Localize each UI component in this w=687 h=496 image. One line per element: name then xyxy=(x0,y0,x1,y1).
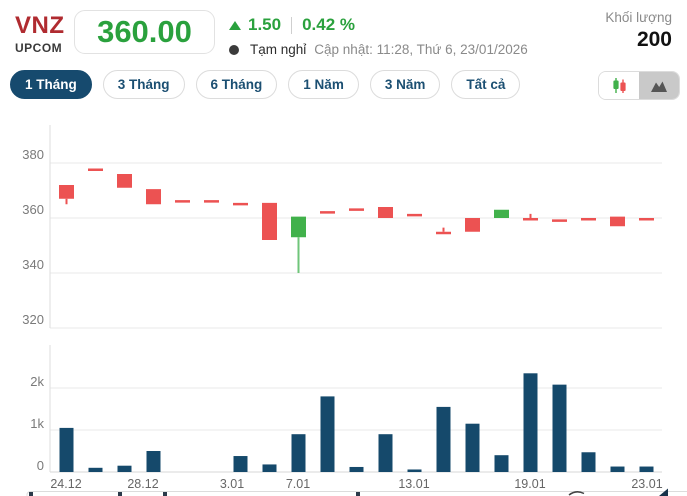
divider xyxy=(291,16,293,34)
period-tabs: 1 Tháng 3 Tháng 6 Tháng 1 Năm 3 Năm Tất … xyxy=(10,70,521,99)
svg-text:360: 360 xyxy=(22,202,44,217)
svg-text:24.12: 24.12 xyxy=(50,477,81,491)
svg-text:0: 0 xyxy=(37,458,44,473)
arrow-up-icon xyxy=(229,20,241,30)
change-row: 1.50 0.42 % xyxy=(229,15,355,35)
svg-text:23.01: 23.01 xyxy=(631,477,662,491)
ticker-symbol: VNZ xyxy=(15,12,65,39)
tab-6-months[interactable]: 6 Tháng xyxy=(195,70,278,99)
price-change: 1.50 xyxy=(248,15,282,34)
chart-area[interactable]: 380 360 340 320 2k 1k 0 24.12 28.12 3.01 7.01 13.01… xyxy=(0,100,687,496)
svg-text:19.01: 19.01 xyxy=(514,477,545,491)
current-price-box: 360.00 xyxy=(74,10,215,54)
price-change-percent: 0.42 % xyxy=(302,15,356,34)
tab-3-months[interactable]: 3 Tháng xyxy=(102,70,185,99)
volume-value: 200 xyxy=(636,28,672,51)
tab-1-month[interactable]: 1 Tháng xyxy=(10,70,92,99)
svg-text:28.12: 28.12 xyxy=(127,477,158,491)
area-chart-button[interactable] xyxy=(639,72,679,99)
candlestick-icon xyxy=(612,78,626,93)
svg-text:320: 320 xyxy=(22,312,44,327)
svg-text:340: 340 xyxy=(22,257,44,272)
current-price: 360.00 xyxy=(97,14,192,49)
last-updated: Cập nhật: 11:28, Thứ 6, 23/01/2026 xyxy=(314,42,528,57)
header: VNZ UPCOM 360.00 1.50 0.42 % Tạm nghỉ Cậ… xyxy=(0,8,687,64)
svg-text:7.01: 7.01 xyxy=(286,477,310,491)
svg-text:380: 380 xyxy=(22,147,44,162)
tab-3-years[interactable]: 3 Năm xyxy=(369,70,441,99)
mountain-area-icon xyxy=(651,81,667,92)
chart-svg: 380 360 340 320 2k 1k 0 24.12 28.12 3.01 7.01 13.01… xyxy=(22,125,687,496)
tab-all[interactable]: Tất cả xyxy=(451,70,521,99)
market-status-dot-icon xyxy=(229,44,239,55)
svg-text:2k: 2k xyxy=(30,374,44,389)
svg-text:1k: 1k xyxy=(30,416,44,431)
candlestick-chart-button[interactable] xyxy=(599,72,639,99)
status-row: Tạm nghỉ Cập nhật: 11:28, Thứ 6, 23/01/2… xyxy=(229,42,528,57)
market-status: Tạm nghỉ xyxy=(250,42,307,57)
tab-1-year[interactable]: 1 Năm xyxy=(288,70,359,99)
chart-type-toggle xyxy=(598,71,680,100)
svg-text:13.01: 13.01 xyxy=(398,477,429,491)
exchange-label: UPCOM xyxy=(15,41,63,55)
volume-block: Khối lượng 200 xyxy=(605,10,672,52)
volume-label: Khối lượng xyxy=(605,10,672,25)
svg-text:3.01: 3.01 xyxy=(220,477,244,491)
